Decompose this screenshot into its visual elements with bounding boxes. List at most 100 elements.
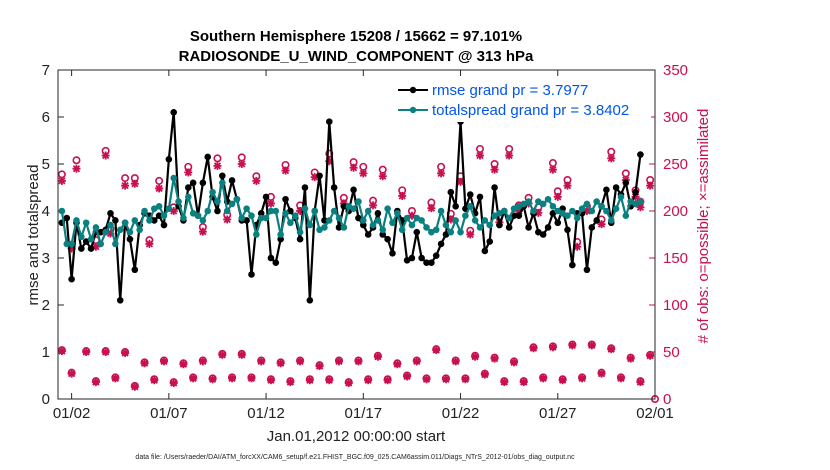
totalspread-point [398,226,406,234]
x-tick-label: 01/02 [53,405,91,422]
totalspread-point [457,228,464,236]
totalspread-point [209,188,216,196]
obs-assimilated-stroke [67,369,76,378]
rmse-point [340,203,348,210]
totalspread-point [121,219,129,227]
rmse-point [170,109,178,116]
rmse-point [544,224,552,231]
totalspread-point [165,205,173,212]
totalspread-point [296,228,304,236]
rmse-point [364,231,372,238]
totalspread-point [466,203,474,210]
obs-assimilated-stroke [636,203,645,211]
totalspread-point [141,207,148,215]
obs-assimilated-stroke [121,181,129,190]
totalspread-point [330,207,338,215]
totalspread-point [374,217,382,224]
obs-assimilated-marker [130,179,139,188]
totalspread-point [267,207,275,215]
obs-assimilated-stroke [398,192,406,200]
rmse-point [272,259,280,267]
y-tick-label: 0 [42,391,50,408]
obs-assimilated-stroke [267,199,275,208]
obs-assimilated-marker [437,169,446,178]
obs-assimilated-stroke [597,369,606,378]
obs-assimilated-marker [607,345,616,354]
obs-assimilated-marker [257,357,266,366]
totalspread-point [462,212,469,219]
obs-assimilated-marker [184,168,193,177]
legend-totalspread-label: totalspread grand pr = 3.8402 [432,102,629,119]
obs-assimilated-marker [616,374,625,383]
totalspread-point [573,214,581,222]
obs-assimilated-stroke [345,379,353,387]
totalspread-point [102,228,109,236]
obs-assimilated-stroke [184,168,192,177]
rmse-point [481,247,489,255]
rmse-point [413,228,421,236]
rmse-point [564,226,571,234]
y-tick-label: 3 [42,250,50,267]
totalspread-point [238,214,246,222]
obs-assimilated-marker [369,201,378,210]
rmse-point [622,179,630,187]
obs-assimilated-marker [252,176,261,185]
totalspread-point [564,212,571,219]
obs-assimilated-marker [315,362,324,371]
legend-box [393,76,651,122]
obs-assimilated-stroke [481,370,489,379]
obs-assimilated-marker [490,354,499,363]
totalspread-point [131,217,139,224]
rmse-point [476,193,484,201]
obs-assimilated-marker [344,379,353,388]
totalspread-point [394,210,401,217]
totalspread-point [194,212,202,219]
totalspread-point [136,226,143,234]
rmse-point [277,235,284,243]
totalspread-point [78,233,85,241]
totalspread-point [175,198,182,205]
obs-assimilated-marker [451,357,460,366]
totalspread-point [525,198,532,205]
rmse-point [496,221,503,229]
obs-assimilated-marker [500,378,509,387]
obs-assimilated-stroke [374,353,382,361]
obs-assimilated-marker [548,343,557,352]
obs-assimilated-stroke [349,164,358,172]
obs-assimilated-marker [553,192,562,201]
obs-assimilated-stroke [529,344,538,352]
obs-assimilated-marker [398,191,407,200]
obs-assimilated-marker [519,378,528,387]
x-tick-label: 01/07 [150,405,188,422]
obs-assimilated-stroke [213,162,222,170]
totalspread-point [437,207,445,215]
obs-assimilated-marker [490,165,499,174]
obs-assimilated-stroke [568,341,576,350]
obs-assimilated-marker [427,204,436,213]
obs-assimilated-stroke [315,362,324,370]
obs-assimilated-stroke [140,359,149,367]
obs-assimilated-marker [121,348,130,357]
y-right-tick-label: 350 [663,62,688,79]
obs-assimilated-marker [558,376,567,385]
totalspread-point [447,228,455,236]
obs-assimilated-marker [373,352,382,361]
obs-assimilated-stroke [563,181,572,190]
obs-assimilated-stroke [627,354,635,363]
rmse-point [189,179,197,187]
rmse-point [437,240,445,248]
obs-assimilated-marker [403,372,412,381]
totalspread-point [486,221,494,229]
obs-assimilated-marker [223,215,232,224]
totalspread-point [184,193,192,201]
obs-assimilated-marker [189,374,198,383]
rmse-point [301,184,309,191]
rmse-point [491,184,498,191]
totalspread-point [471,217,479,224]
totalspread-point [549,203,557,210]
totalspread-point [73,217,80,224]
obs-assimilated-marker [281,166,290,175]
rmse-point [78,245,85,252]
obs-assimilated-stroke [281,166,290,175]
rmse-point [389,250,396,257]
